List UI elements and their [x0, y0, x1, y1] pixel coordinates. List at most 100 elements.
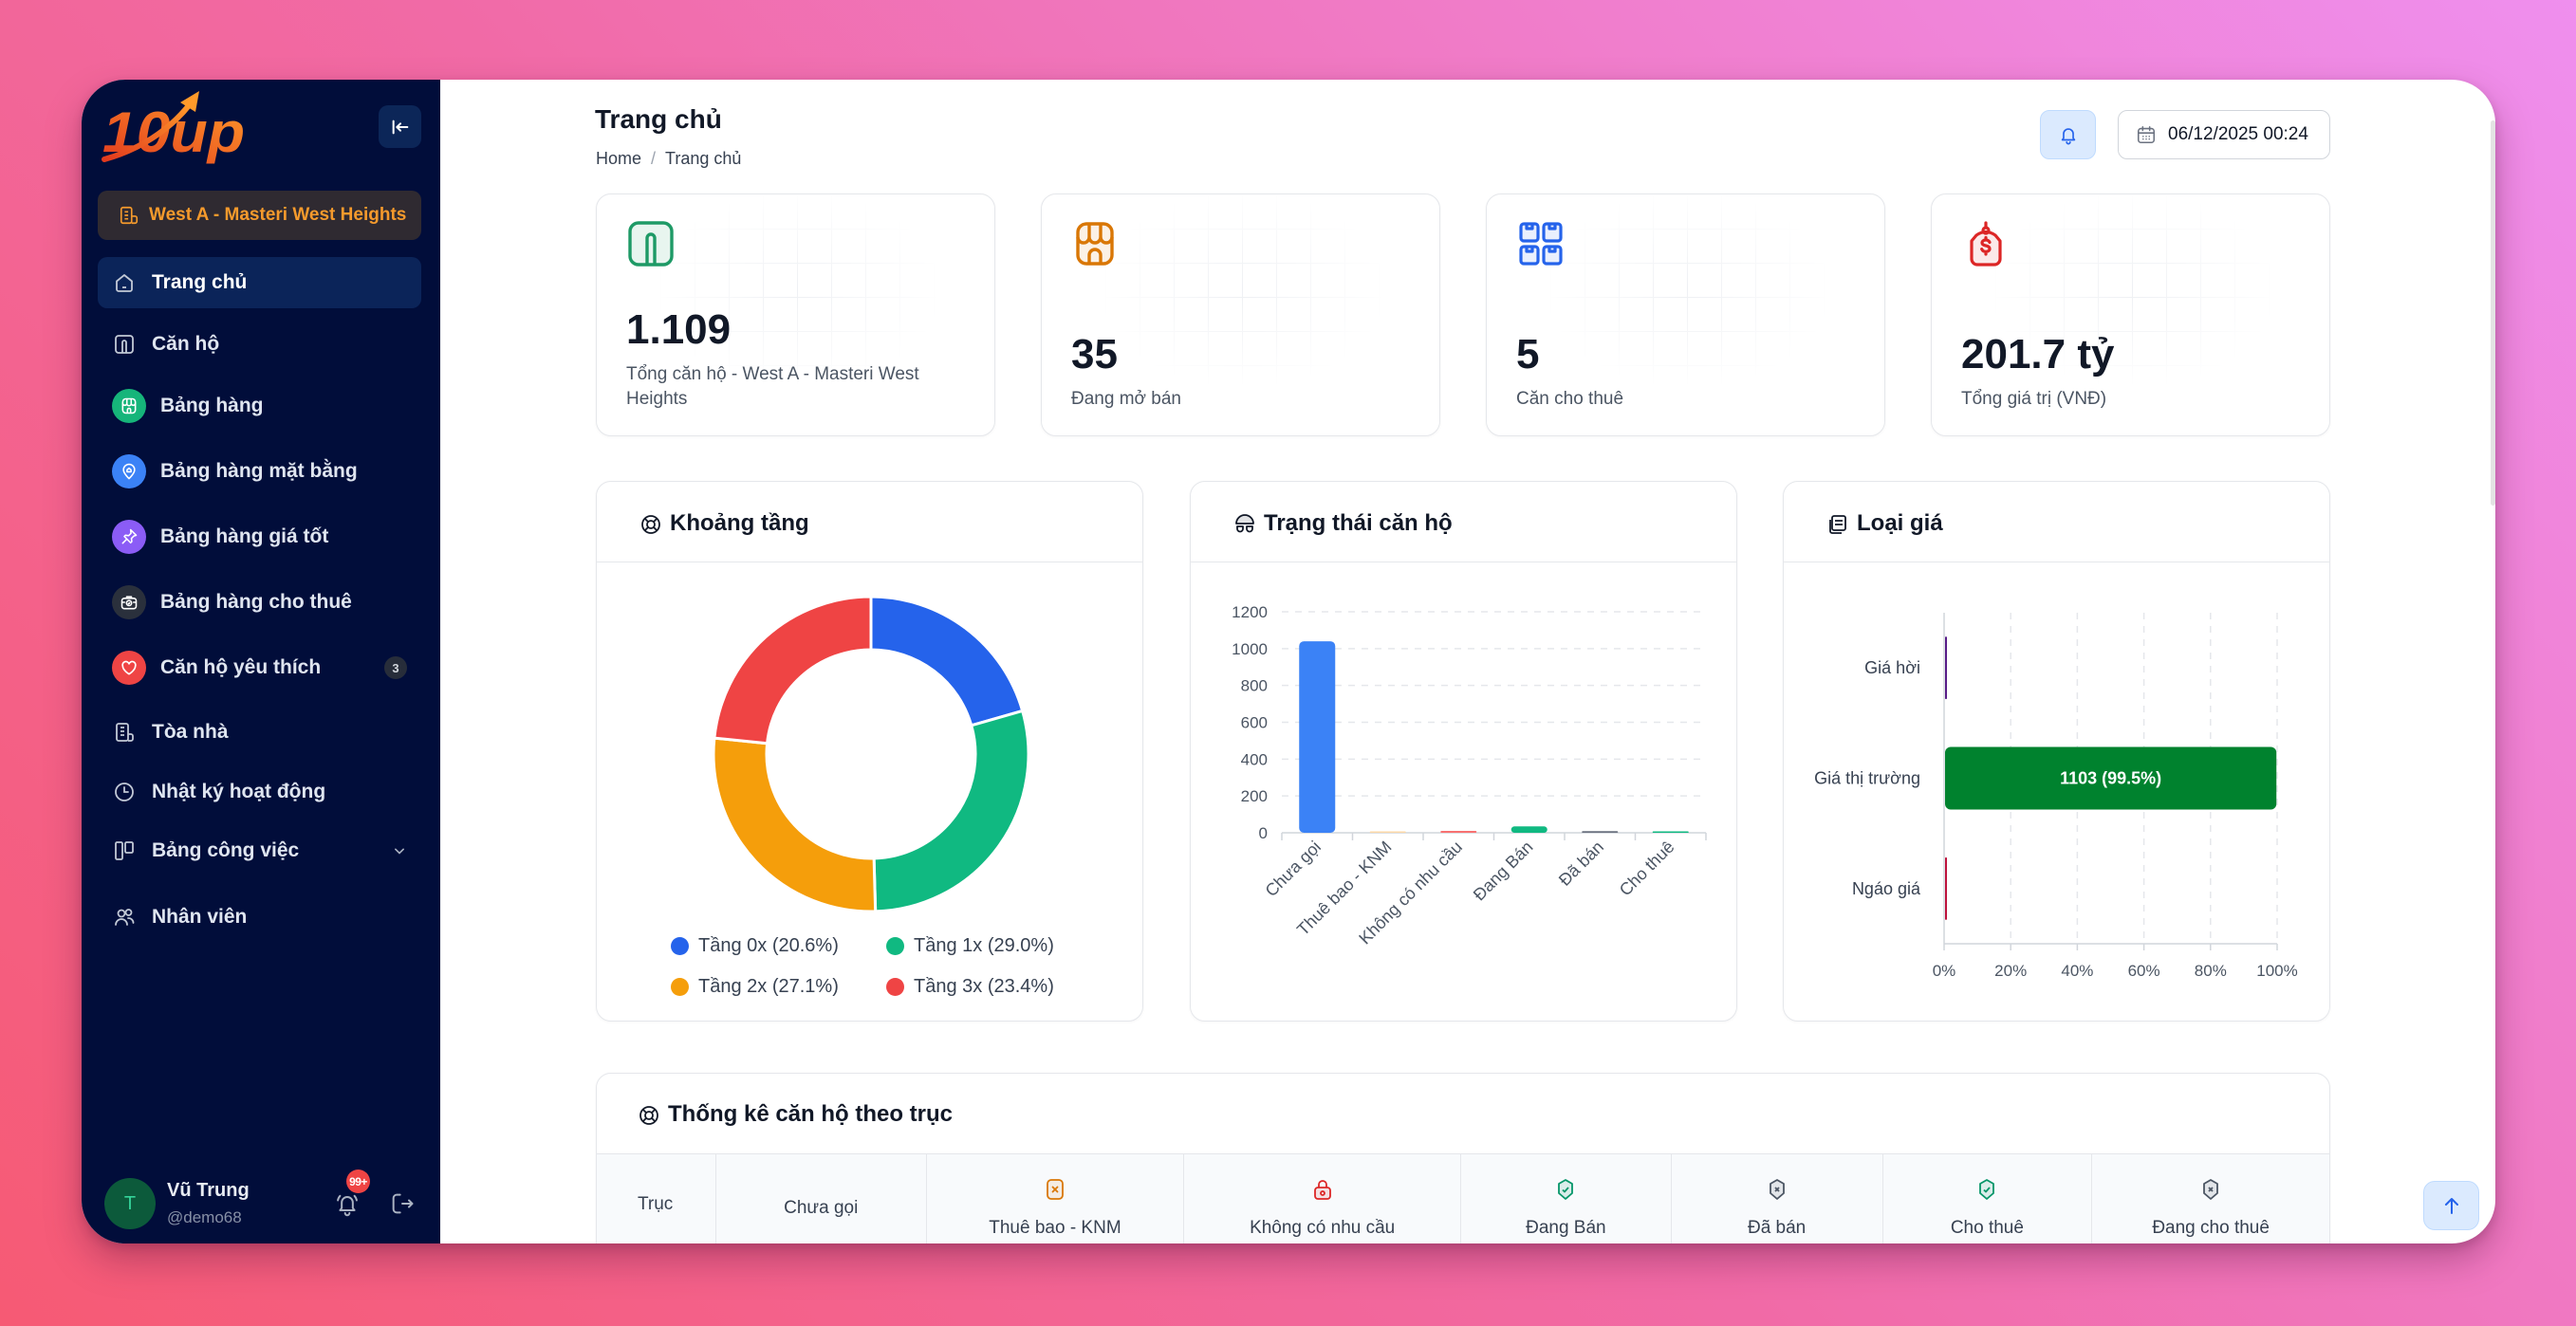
donut-segment[interactable] [712, 736, 878, 913]
dome-status-icon [1235, 514, 1254, 533]
collapse-sidebar-button[interactable] [379, 105, 421, 148]
card-title: Khoảng tầng [670, 510, 809, 536]
x-tick-label: 100% [2256, 962, 2297, 980]
legend-label: Tầng 2x (27.1%) [698, 975, 839, 997]
column-header-label: Chưa gọi [784, 1198, 859, 1218]
building-icon [116, 723, 134, 742]
column-header-unreachable[interactable]: Thuê bao - KNM [927, 1154, 1185, 1243]
avatar[interactable]: T [104, 1178, 156, 1229]
x-square-icon [1047, 1179, 1064, 1200]
sidebar-item-home[interactable]: Trang chủ [98, 257, 421, 308]
column-header-no-need[interactable]: Không có nhu cầu [1184, 1154, 1461, 1243]
y-tick-label: 1200 [1232, 603, 1268, 621]
donut-chart [712, 595, 1030, 913]
datetime-button[interactable]: 06/12/2025 00:24 [2118, 110, 2330, 159]
kanban-icon [115, 841, 134, 860]
clock-icon [115, 783, 134, 801]
breadcrumb-home-link[interactable]: Home [596, 149, 642, 168]
y-category-label: Giá thị trường [1814, 769, 1920, 788]
y-tick-label: 800 [1241, 677, 1268, 695]
sidebar-item-label: Bảng hàng cho thuê [160, 591, 352, 613]
sidebar-item-task-board[interactable]: Bảng công việc [98, 825, 421, 876]
donut-segment[interactable] [713, 595, 873, 746]
y-tick-label: 1000 [1232, 640, 1268, 658]
brand-logo[interactable]: 10up [101, 87, 256, 165]
vertical-scrollbar[interactable] [2491, 120, 2495, 506]
column-header-for-rent[interactable]: Cho thuê [1883, 1154, 2093, 1243]
y-category-label: Giá hời [1864, 658, 1920, 677]
column-header-sold[interactable]: Đã bán [1672, 1154, 1883, 1243]
stat-card-total-apartments[interactable]: 1.109 Tổng căn hộ - West A - Masteri Wes… [596, 193, 995, 436]
donut-segment[interactable] [872, 709, 1030, 913]
building-icon [120, 206, 139, 225]
stat-card-for-rent[interactable]: 5 Căn cho thuê [1486, 193, 1885, 436]
calendar-icon [2137, 125, 2156, 144]
sidebar-item-best-price[interactable]: Bảng hàng giá tốt [98, 511, 421, 562]
arrow-left-to-line-icon [392, 120, 408, 134]
sidebar-item-floorplan-inventory[interactable]: Bảng hàng mặt bằng [98, 446, 421, 497]
y-tick-label: 400 [1241, 750, 1268, 768]
stat-card-open-for-sale[interactable]: 35 Đang mở bán [1041, 193, 1440, 436]
map-pin-home-icon [112, 454, 146, 488]
notifications-button[interactable] [2040, 110, 2096, 159]
bar[interactable] [1369, 831, 1406, 833]
donut-segment[interactable] [869, 595, 1025, 727]
breadcrumb-current: Trang chủ [665, 149, 742, 168]
legend-item[interactable]: Tầng 1x (29.0%) [886, 933, 1054, 958]
stat-content: 1.109 Tổng căn hộ - West A - Masteri Wes… [626, 305, 949, 412]
lifebuoy-icon [639, 1106, 658, 1125]
sidebar-item-staff[interactable]: Nhân viên [98, 892, 421, 943]
card-header: Khoảng tầng [597, 482, 1142, 562]
grid-pattern [1105, 194, 1381, 384]
x-tick-label: 60% [2128, 962, 2160, 980]
stat-label: Đang mở bán [1071, 389, 1181, 409]
bar[interactable] [1510, 826, 1547, 833]
bar[interactable] [1299, 641, 1336, 833]
bar[interactable] [1945, 856, 1947, 920]
x-tick-label: Đang Bán [1470, 838, 1537, 905]
card-header: Trạng thái căn hộ [1191, 482, 1736, 562]
bar[interactable] [1582, 831, 1619, 833]
column-header-selling[interactable]: Đang Bán [1461, 1154, 1672, 1243]
legend-dot [671, 936, 689, 955]
column-header-label: Thuê bao - KNM [989, 1218, 1121, 1238]
bar[interactable] [1945, 746, 2277, 810]
logout-icon[interactable] [389, 1190, 416, 1217]
sidebar-item-rental-inventory[interactable]: Bảng hàng cho thuê [98, 577, 421, 628]
project-selector[interactable]: West A - Masteri West Heights [98, 191, 421, 240]
legend-item[interactable]: Tầng 0x (20.6%) [671, 933, 839, 958]
legend-item[interactable]: Tầng 3x (23.4%) [886, 974, 1054, 999]
column-header-label: Trục [638, 1194, 674, 1214]
sidebar-item-label: Nhân viên [152, 906, 248, 928]
column-header-axis[interactable]: Trục [597, 1154, 716, 1243]
pushpin-icon [112, 520, 146, 554]
stat-value: 5 [1516, 331, 1540, 378]
floor-range-card: Khoảng tầng Tầng 0x (20.6%) Tầng 1x (29.… [596, 481, 1143, 1022]
chevron-down-icon[interactable] [390, 841, 409, 860]
bar[interactable] [1945, 636, 1947, 700]
sidebar-item-favorites[interactable]: Căn hộ yêu thích 3 [98, 642, 421, 693]
bar[interactable] [1652, 831, 1689, 834]
legend-label: Tầng 3x (23.4%) [914, 975, 1054, 997]
apartment-icon [115, 335, 134, 354]
card-title: Trạng thái căn hộ [1264, 510, 1453, 536]
sidebar-item-inventory[interactable]: Bảng hàng [98, 380, 421, 432]
column-header-renting[interactable]: Đang cho thuê [2092, 1154, 2329, 1243]
shield-x-icon [2203, 1179, 2219, 1200]
breadcrumb-separator: / [651, 149, 657, 168]
user-handle: @demo68 [167, 1208, 242, 1226]
apartment-icon [628, 221, 674, 267]
sidebar-item-buildings[interactable]: Tòa nhà [98, 707, 421, 758]
scroll-to-top-button[interactable] [2423, 1181, 2479, 1230]
price-tag-icon [1970, 221, 2002, 267]
column-header-not-called[interactable]: Chưa gọi [716, 1154, 927, 1243]
notification-bell-icon[interactable] [334, 1190, 361, 1217]
stat-card-total-value[interactable]: 201.7 tỷ Tổng giá trị (VNĐ) [1931, 193, 2330, 436]
sidebar-item-activity-log[interactable]: Nhật ký hoạt động [98, 766, 421, 818]
legend-item[interactable]: Tầng 2x (27.1%) [671, 974, 839, 999]
column-header-label: Không có nhu cầu [1250, 1218, 1396, 1238]
bar[interactable] [1440, 831, 1477, 833]
sidebar-item-label: Bảng công việc [152, 839, 300, 861]
sidebar-item-apartments[interactable]: Căn hộ [98, 319, 421, 370]
